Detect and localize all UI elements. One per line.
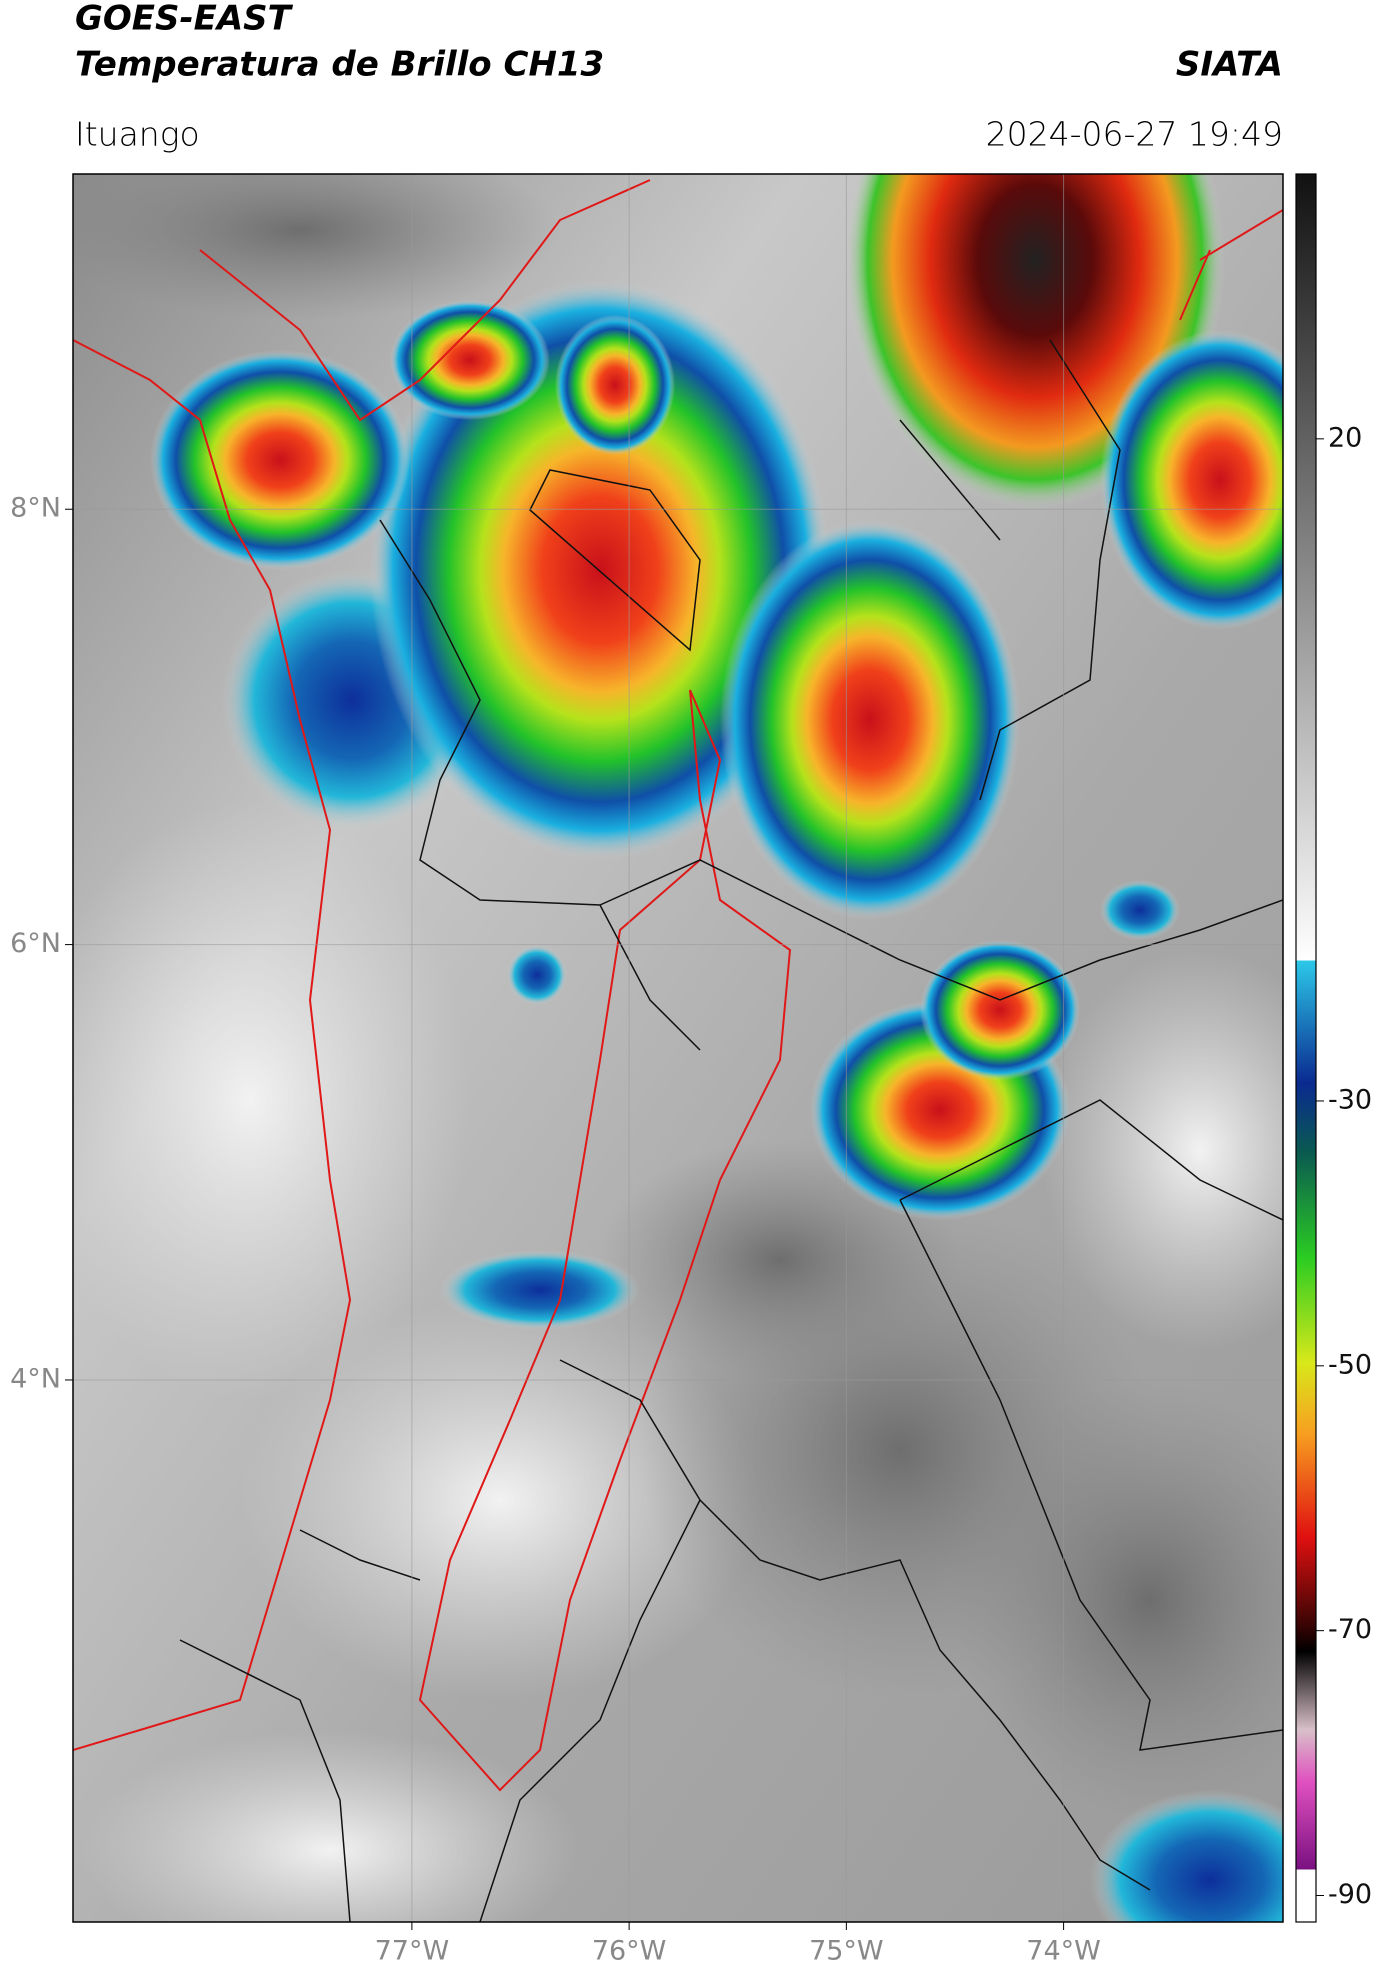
- colorbar-label: -90: [1328, 1879, 1372, 1910]
- colorbar-label: -30: [1328, 1084, 1372, 1115]
- title: GOES-EAST: [75, 0, 294, 39]
- subtitle: Temperatura de Brillo CH13: [75, 45, 604, 85]
- map-frame: [72, 173, 1284, 1923]
- satellite-image: [73, 174, 1283, 1922]
- colorbar-label: -50: [1328, 1349, 1372, 1380]
- y-tick-label: 8°N: [10, 493, 61, 524]
- x-tick-label: 76°W: [592, 1936, 667, 1967]
- x-tick-label: 77°W: [375, 1936, 450, 1967]
- colorbar-label: 20: [1328, 422, 1362, 453]
- x-tick-label: 75°W: [809, 1936, 884, 1967]
- y-tick-label: 4°N: [10, 1363, 61, 1394]
- y-tick-label: 6°N: [10, 928, 61, 959]
- location: Ituango: [75, 115, 200, 154]
- graticule: [73, 174, 1283, 1922]
- datetime: 2024-06-27 19:49: [986, 115, 1283, 154]
- colorbar-label: -70: [1328, 1614, 1372, 1645]
- x-tick-label: 74°W: [1026, 1936, 1101, 1967]
- colorbar: [1295, 173, 1317, 1923]
- source: SIATA: [1176, 45, 1283, 85]
